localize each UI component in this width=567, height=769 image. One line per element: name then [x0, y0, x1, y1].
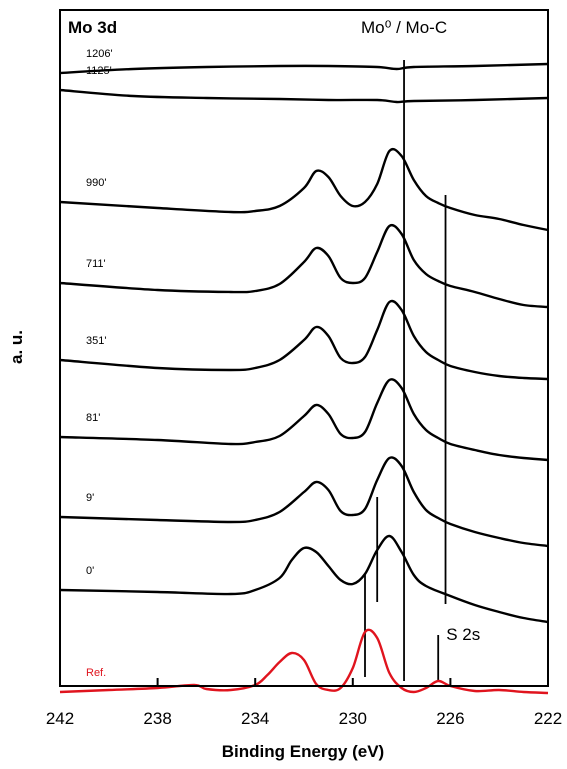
series-line [59, 223, 549, 309]
x-tick-label: 238 [143, 709, 171, 728]
series-label: Ref. [86, 667, 106, 679]
x-axis-title: Binding Energy (eV) [222, 742, 384, 761]
series-label: 0' [86, 565, 94, 577]
series-line [59, 299, 549, 381]
series-line [59, 88, 549, 104]
series-label: 9' [86, 492, 94, 504]
x-tick-label: 226 [436, 709, 464, 728]
series-label: 711' [86, 258, 106, 270]
x-tick-label: 234 [241, 709, 269, 728]
spectra-series [59, 62, 549, 695]
series-label: 1206' [86, 48, 113, 60]
series-line [59, 628, 549, 695]
series-label: 1125' [86, 65, 112, 77]
series-line [59, 62, 549, 75]
series-labels: 1206' 1125' 990' 711' 351' 81' 9' 0' Ref. [86, 48, 113, 679]
series-line [59, 378, 549, 462]
panel-title: Mo 3d [68, 18, 117, 37]
reference-lines [364, 60, 447, 681]
series-label: 351' [86, 335, 106, 347]
series-label: 81' [86, 412, 100, 424]
series-line [59, 456, 549, 548]
plot-frame [59, 9, 549, 687]
series-line [59, 534, 549, 624]
annotation-s-2s: S 2s [446, 625, 480, 644]
series-line [59, 147, 549, 232]
series-label: 990' [86, 177, 106, 189]
y-axis-title: a. u. [7, 330, 26, 364]
x-tick-label: 230 [339, 709, 367, 728]
x-tick-label: 222 [534, 709, 562, 728]
annotation-mo-carbide: Mo⁰ / Mo-C [361, 18, 447, 37]
x-axis-ticks: 242 238 234 230 226 222 [46, 678, 562, 728]
x-tick-label: 242 [46, 709, 74, 728]
